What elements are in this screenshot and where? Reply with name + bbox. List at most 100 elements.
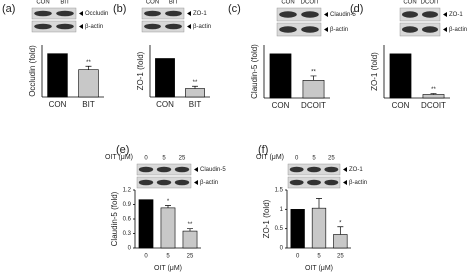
significance: **: [431, 87, 436, 93]
blot-signal: [279, 11, 297, 18]
y-tick-label: 0.3: [123, 231, 132, 237]
bar: [311, 207, 327, 249]
blot-signal: [144, 23, 161, 30]
y-tick-label: 1: [280, 207, 284, 213]
blot-signal: [156, 179, 172, 186]
bar: [78, 69, 99, 98]
x-tick-label: 0: [296, 254, 300, 260]
x-tick-label: CON: [156, 100, 174, 109]
blot-signal: [174, 166, 190, 173]
bar: [269, 53, 292, 99]
x-tick-label: CON: [272, 101, 290, 110]
x-tick-label: BIT: [82, 100, 95, 109]
x-axis-label: OIT (μM): [154, 265, 182, 272]
blot-header: OIT (μM): [105, 154, 133, 161]
lane-label: BIT: [169, 0, 179, 6]
panel-label: (f): [258, 144, 268, 156]
band-label: β-actin: [349, 180, 367, 186]
y-axis-label: ZO-1 (fold): [262, 199, 271, 238]
x-tick-label: BIT: [189, 100, 202, 109]
lane-label: CON: [281, 0, 294, 6]
blot-signal: [289, 166, 304, 173]
lane-label: BIT: [60, 0, 70, 6]
blot-arrow: [443, 27, 447, 32]
band-label: Claudin-5: [330, 12, 356, 18]
panel-label: (b): [113, 3, 126, 15]
band-label: ZO-1: [449, 12, 463, 18]
lane-label: CON: [146, 0, 159, 6]
blot-signal: [56, 23, 74, 30]
x-tick-label: DCOIT: [421, 101, 446, 110]
blot-signal: [156, 166, 172, 173]
x-tick-label: 5: [317, 254, 321, 260]
blot-signal: [289, 179, 304, 186]
blot-signal: [144, 10, 161, 17]
significance: *: [167, 199, 170, 205]
y-tick-label: 0.6: [123, 217, 132, 223]
y-tick-label: 0: [280, 246, 284, 252]
lane-label: 0: [295, 156, 299, 162]
band-label: ZO-1: [193, 11, 207, 17]
blot-signal: [422, 26, 438, 33]
error-bar: [85, 65, 92, 70]
band-label: β-actin: [449, 27, 467, 33]
error-bar: [187, 228, 193, 232]
blot-arrow: [443, 12, 447, 17]
y-tick-label: 0: [128, 246, 132, 252]
blot-arrow: [194, 180, 198, 185]
x-tick-label: 0: [144, 254, 148, 260]
blot-arrow: [79, 24, 83, 29]
panel-label: (a): [2, 3, 15, 15]
bar: [185, 88, 205, 98]
blot-signal: [279, 26, 297, 33]
lane-label: DCOIT: [301, 0, 320, 6]
band-label: β-actin: [200, 180, 218, 186]
blot-signal: [165, 23, 182, 30]
significance: **: [86, 60, 91, 66]
blot-band: [31, 7, 77, 20]
lane-label: DCOIT: [421, 0, 440, 6]
blot-arrow: [187, 11, 191, 16]
blot-signal: [307, 166, 321, 173]
x-tick-label: DCOIT: [301, 101, 326, 110]
blot-signal: [34, 23, 52, 30]
bar: [389, 53, 412, 99]
y-tick-label: 1.2: [123, 188, 132, 194]
blot-arrow: [324, 12, 328, 17]
significance: **: [188, 222, 193, 228]
panel-label: (e): [116, 144, 129, 156]
bar: [155, 58, 175, 98]
bar: [47, 53, 68, 98]
blot-band: [141, 7, 185, 20]
y-axis-label: Claudin-5 (fold): [250, 44, 259, 99]
y-axis-label: Claudin-5 (fold): [110, 191, 119, 246]
error-bar: [192, 85, 198, 89]
blot-arrow: [194, 167, 198, 172]
blot-signal: [165, 10, 182, 17]
x-tick-label: CON: [392, 101, 410, 110]
x-tick-label: 5: [166, 254, 170, 260]
lane-label: 25: [179, 156, 186, 162]
blot-signal: [324, 179, 339, 186]
error-bar: [165, 205, 171, 208]
x-axis-label: OIT (μM): [305, 265, 333, 272]
x-tick-label: CON: [49, 100, 67, 109]
blot-signal: [138, 179, 154, 186]
blot-band: [31, 20, 77, 33]
x-tick-label: 25: [187, 254, 194, 260]
blot-signal: [307, 179, 321, 186]
lane-label: CON: [36, 0, 49, 6]
blot-arrow: [343, 180, 347, 185]
bar: [160, 207, 176, 249]
lane-label: 25: [328, 156, 335, 162]
blot-signal: [324, 166, 339, 173]
blot-signal: [422, 11, 438, 18]
significance: *: [339, 220, 342, 226]
y-axis-label: ZO-1 (fold): [370, 52, 379, 91]
lane-label: 0: [144, 156, 148, 162]
error-bar: [310, 75, 317, 81]
band-label: β-actin: [193, 24, 211, 30]
y-tick-label: 0.9: [123, 202, 132, 208]
x-tick-label: 25: [337, 254, 344, 260]
error-bar: [316, 198, 322, 209]
